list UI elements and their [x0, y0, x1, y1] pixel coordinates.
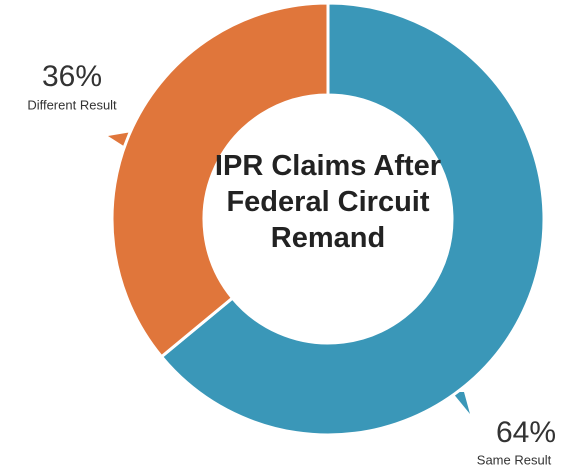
- category-label: Same Result: [477, 452, 552, 467]
- category-label: Different Result: [27, 97, 117, 112]
- value-label: 64%: [496, 416, 556, 449]
- value-label: 36%: [42, 60, 102, 93]
- chart-title: IPR Claims After Federal Circuit Remand: [214, 150, 442, 254]
- callout-tail: [452, 392, 470, 414]
- donut-slice: [159, 1, 546, 437]
- donut-slice: [110, 1, 330, 359]
